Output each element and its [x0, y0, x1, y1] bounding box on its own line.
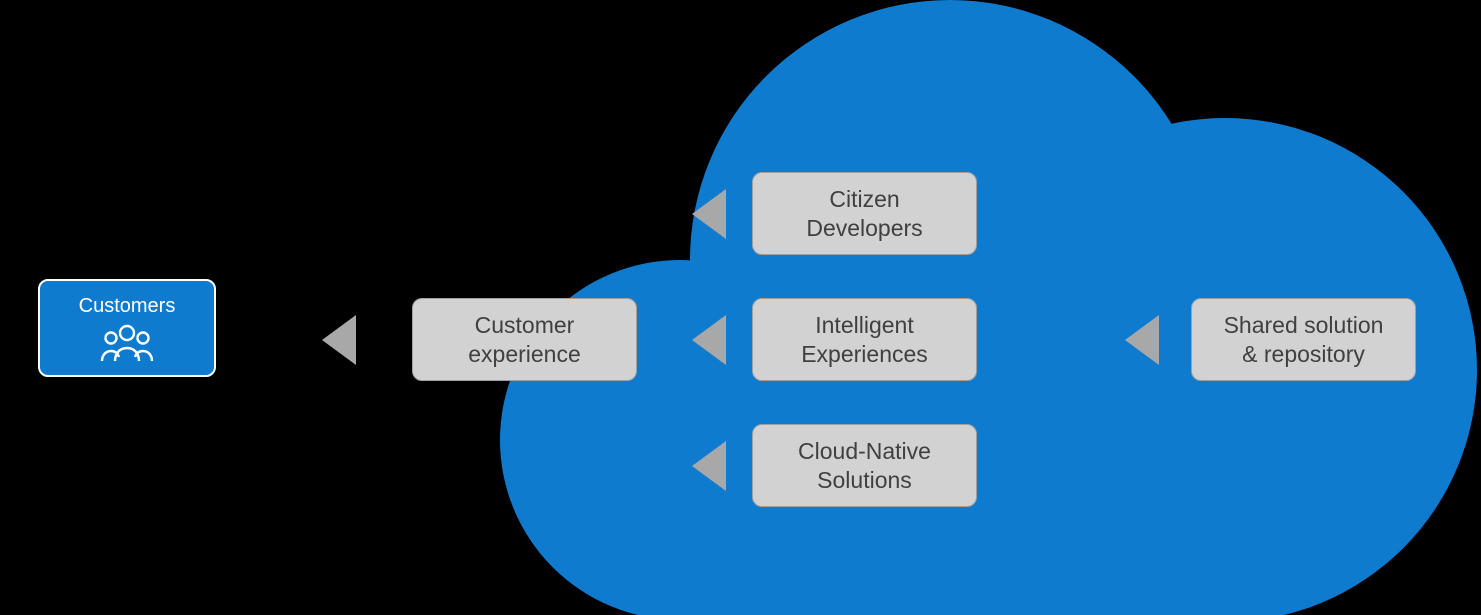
cloud-native-solutions-label: Cloud-Native Solutions [798, 437, 931, 495]
customer-experience-box: Customer experience [412, 298, 637, 381]
shared-solution-box: Shared solution & repository [1191, 298, 1416, 381]
shared-solution-label: Shared solution & repository [1224, 311, 1384, 369]
people-icon [99, 321, 155, 363]
citizen-developers-box: Citizen Developers [752, 172, 977, 255]
diagram-canvas: Customers Customer experience Citizen De… [0, 0, 1481, 615]
arrow-from-citizen [692, 189, 726, 239]
arrow-from-cloudnative [692, 441, 726, 491]
customers-box: Customers [38, 279, 216, 377]
cloud-native-solutions-box: Cloud-Native Solutions [752, 424, 977, 507]
arrow-from-intelligent [692, 315, 726, 365]
arrow-to-customers [322, 315, 356, 365]
customer-experience-label: Customer experience [468, 311, 581, 369]
intelligent-experiences-box: Intelligent Experiences [752, 298, 977, 381]
citizen-developers-label: Citizen Developers [806, 185, 922, 243]
arrow-from-shared [1125, 315, 1159, 365]
intelligent-experiences-label: Intelligent Experiences [801, 311, 928, 369]
customers-label: Customers [79, 294, 176, 319]
